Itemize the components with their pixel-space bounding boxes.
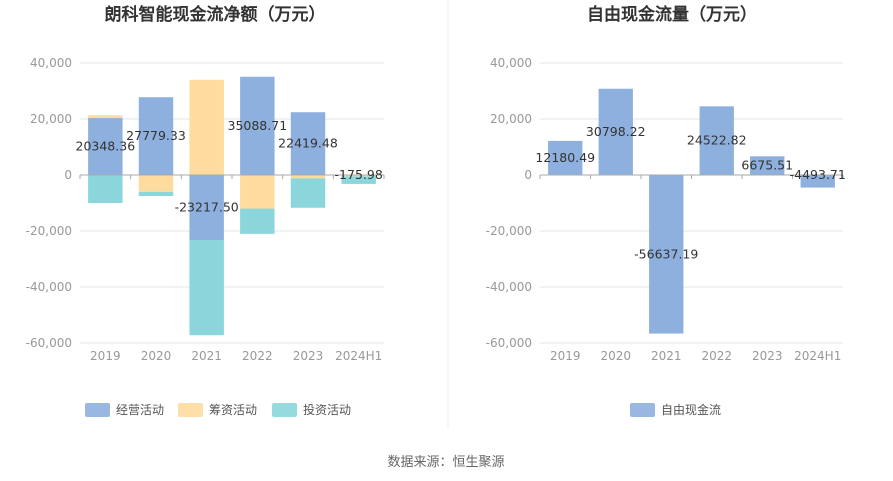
bar-投资活动-2023 [290,178,326,208]
data-label: 22419.48 [278,136,338,151]
bar-筹资活动-2021 [189,79,224,175]
bar-经营活动-2022 [240,76,275,175]
bar-经营活动-2021 [189,175,224,241]
data-label: 30798.22 [586,124,646,139]
data-label: -23217.50 [175,200,239,215]
bar-自由现金流-2024H1 [800,175,835,188]
bar-自由现金流-2021 [649,175,684,334]
y-tick-label: 0 [524,168,532,182]
x-tick-label: 2019 [550,349,581,363]
bar-投资活动-2021 [189,240,224,336]
y-tick-label: 40,000 [490,56,532,70]
y-tick-label: -60,000 [26,336,72,350]
bar-筹资活动-2020 [138,175,174,192]
bar-投资活动-2024H1 [341,176,376,184]
bar-经营活动-2023 [290,112,326,175]
y-tick-label: -40,000 [26,280,72,294]
bar-筹资活动-2019 [88,115,123,119]
x-tick-label: 2019 [90,349,121,363]
legend-swatch [178,403,203,417]
x-tick-label: 2023 [752,349,783,363]
free-cashflow-chart: 自由现金流量（万元） 40,000 20,000 0 -20,000 -40,000 -60… [486,4,846,417]
legend-label: 筹资活动 [209,403,257,417]
y-tick-label: -60,000 [486,336,532,350]
y-tick-label: 20,000 [490,112,532,126]
bar-自由现金流-2022 [699,106,734,175]
bar-经营活动-2019 [88,118,123,175]
data-label: -56637.19 [634,246,698,261]
data-source-note: 数据来源：恒生聚源 [387,455,504,470]
data-label: 6675.51 [741,158,793,173]
x-tick-label: 2024H1 [335,349,382,363]
x-tick-label: 2023 [293,349,324,363]
legend-swatch [85,403,110,417]
bar-自由现金流-2023 [750,156,785,175]
data-label: -4493.71 [790,167,846,182]
y-tick-label: 20,000 [30,112,72,126]
y-tick-label: 0 [64,168,72,182]
bar-经营活动-2020 [138,97,174,175]
cashflow-net-chart: 朗科智能现金流净额（万元） 40,000 20,000 0 -20,000 -40,000… [26,4,385,417]
x-tick-label: 2021 [651,349,682,363]
y-tick-label: -20,000 [26,224,72,238]
chart-title: 朗科智能现金流净额（万元） [105,4,326,25]
bar-筹资活动-2023 [290,175,326,179]
bar-自由现金流-2020 [598,88,633,175]
legend-label: 经营活动 [116,403,164,417]
y-tick-label: -20,000 [486,224,532,238]
data-label: 20348.36 [76,139,136,154]
legend-swatch [272,403,297,417]
y-tick-label: -40,000 [486,280,532,294]
y-tick-label: 40,000 [30,56,72,70]
legend-label: 自由现金流 [661,402,721,417]
x-tick-label: 2024H1 [794,349,841,363]
data-label: 24522.82 [687,133,747,148]
x-tick-label: 2022 [242,349,273,363]
bar-投资活动-2022 [240,208,275,234]
bar-投资活动-2019 [88,175,123,203]
data-label: 35088.71 [228,118,288,133]
x-tick-label: 2020 [600,349,631,363]
x-tick-label: 2022 [701,349,732,363]
x-tick-label: 2021 [191,349,222,363]
legend-swatch [630,403,655,417]
bar-筹资活动-2022 [240,175,275,209]
data-label: 27779.33 [126,128,186,143]
x-tick-label: 2020 [141,349,172,363]
bar-投资活动-2020 [138,191,174,196]
legend-label: 投资活动 [303,402,351,417]
chart-title: 自由现金流量（万元） [587,4,757,25]
bar-筹资活动-2024H1 [341,175,376,177]
bar-自由现金流-2019 [548,140,583,175]
data-label: 12180.49 [535,150,595,165]
data-label: -175.98 [335,167,383,182]
